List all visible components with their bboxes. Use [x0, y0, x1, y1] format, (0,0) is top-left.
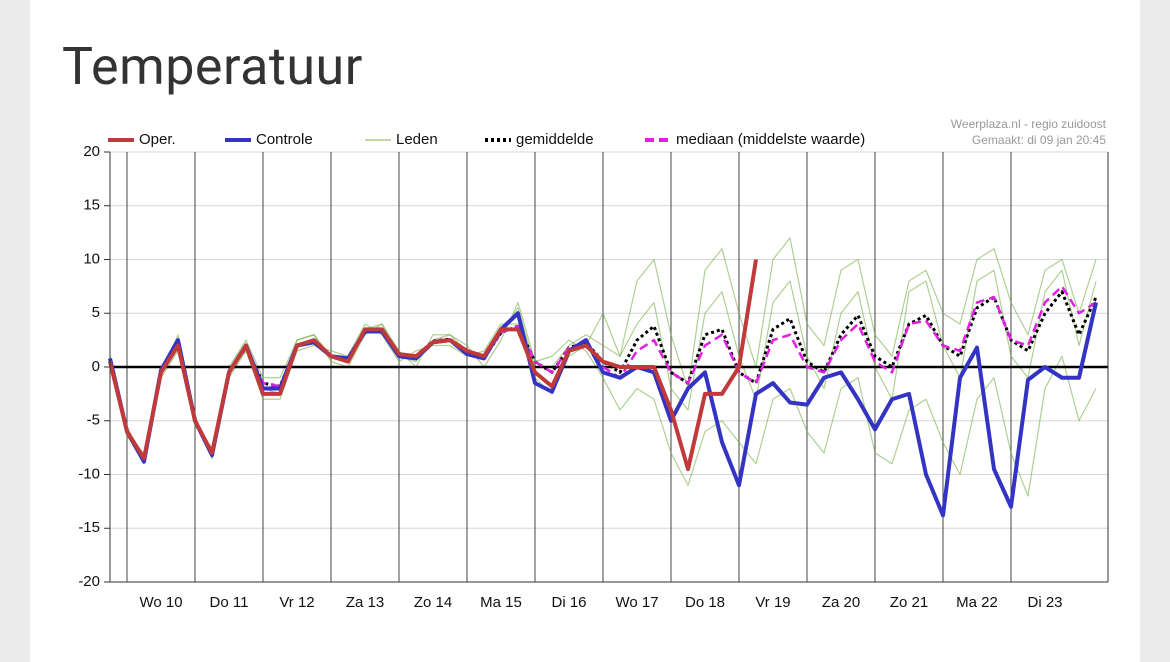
y-tick-label: 10 [83, 250, 100, 267]
x-tick-label: Zo 21 [890, 594, 928, 611]
y-tick-label: -20 [78, 573, 100, 590]
x-tick-label: Do 18 [685, 594, 725, 611]
x-tick-label: Wo 10 [139, 594, 182, 611]
legend-label: Controle [256, 131, 313, 148]
credit: Weerplaza.nl - regio zuidoost [951, 117, 1107, 131]
y-tick-label: 5 [92, 304, 100, 321]
legend-label: Oper. [139, 131, 176, 148]
y-tick-label: -15 [78, 519, 100, 536]
card: Temperatuur [30, 0, 1140, 662]
y-tick-label: 20 [83, 143, 100, 160]
x-tick-label: Vr 19 [755, 594, 790, 611]
legend-label: Leden [396, 131, 438, 148]
y-tick-label: -5 [87, 412, 100, 429]
y-tick-label: 0 [92, 358, 100, 375]
series-line [108, 285, 1097, 461]
y-tick-label: 15 [83, 197, 100, 214]
page-title: Temperatuur [62, 36, 363, 97]
series-line [108, 290, 1098, 461]
x-tick-label: Ma 22 [956, 594, 998, 611]
member-line [109, 301, 1097, 497]
x-tick-label: Vr 12 [279, 594, 314, 611]
x-tick-label: Di 23 [1027, 594, 1062, 611]
legend-label: mediaan (middelste waarde) [676, 131, 865, 148]
x-tick-label: Zo 14 [414, 594, 452, 611]
x-tick-label: Do 11 [210, 594, 249, 611]
x-tick-label: Di 16 [551, 594, 586, 611]
x-tick-label: Wo 17 [615, 594, 658, 611]
x-tick-label: Za 20 [822, 594, 860, 611]
series-line [108, 302, 1098, 518]
legend-label: gemiddelde [516, 131, 594, 148]
series-line [108, 259, 758, 472]
x-tick-label: Ma 15 [480, 594, 522, 611]
x-tick-label: Za 13 [346, 594, 384, 611]
credit: Gemaakt: di 09 jan 20:45 [972, 133, 1106, 147]
y-tick-label: -10 [78, 465, 100, 482]
member-line [109, 269, 1097, 454]
